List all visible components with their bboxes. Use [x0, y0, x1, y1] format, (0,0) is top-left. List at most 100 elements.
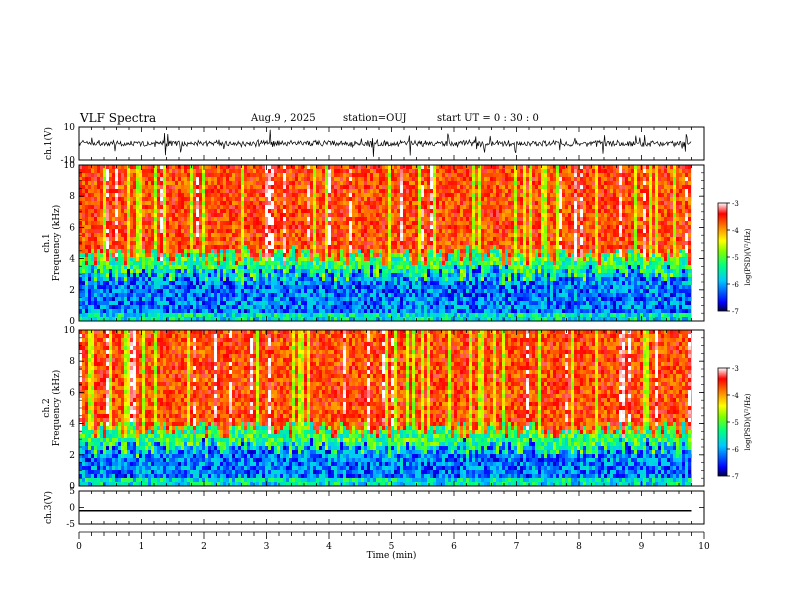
spectrogram-cell [427, 221, 430, 225]
spectrogram-cell [361, 297, 364, 301]
spectrogram-cell [220, 225, 223, 229]
spectrogram-cell [352, 201, 355, 205]
spectrogram-cell [163, 317, 166, 321]
spectrogram-cell [91, 293, 94, 297]
spectrogram-cell [82, 169, 85, 173]
spectrogram-cell [352, 209, 355, 213]
spectrogram-cell [250, 193, 253, 197]
spectrogram-cell [217, 257, 220, 261]
spectrogram-cell [331, 197, 334, 201]
spectrogram-cell [358, 293, 361, 297]
spectrogram-cell [109, 305, 112, 309]
spectrogram-cell [283, 241, 286, 245]
spectrogram-cell [91, 249, 94, 253]
spectrogram-cell [181, 253, 184, 257]
spectrogram-cell [310, 261, 313, 265]
spectrogram-cell [436, 205, 439, 209]
spectrogram-cell [85, 241, 88, 245]
spectrogram-cell [175, 197, 178, 201]
spectrogram-cell [193, 193, 196, 197]
spectrogram-cell [301, 269, 304, 273]
spectrogram-cell [175, 169, 178, 173]
spectrogram-cell [343, 185, 346, 189]
spectrogram-cell [208, 301, 211, 305]
spectrogram-cell [334, 229, 337, 233]
spectrogram-cell [280, 165, 283, 169]
spectrogram-cell [133, 285, 136, 289]
spectrogram-cell [91, 317, 94, 321]
spectrogram-cell [370, 245, 373, 249]
spectrogram-cell [241, 317, 244, 321]
spectrogram-cell [415, 309, 418, 313]
spectrogram-cell [112, 241, 115, 245]
spectrogram-cell [145, 245, 148, 249]
spectrogram-cell [148, 261, 151, 265]
spectrogram-cell [100, 177, 103, 181]
spectrogram-cell [313, 233, 316, 237]
spectrogram-cell [328, 257, 331, 261]
spectrogram-cell [205, 225, 208, 229]
spectrogram-cell [256, 253, 259, 257]
spectrogram-cell [232, 317, 235, 321]
spectrogram-cell [133, 225, 136, 229]
spectrogram-cell [382, 285, 385, 289]
spectrogram-cell [145, 309, 148, 313]
spectrogram-cell [127, 193, 130, 197]
spectrogram-cell [355, 277, 358, 281]
spectrogram-cell [196, 273, 199, 277]
spectrogram-cell [196, 265, 199, 269]
spectrogram-cell [427, 277, 430, 281]
spectrogram-cell [454, 209, 457, 213]
spectrogram-cell [352, 181, 355, 185]
spectrogram-cell [166, 221, 169, 225]
spectrogram-cell [346, 253, 349, 257]
spectrogram-cell [115, 305, 118, 309]
spectrogram-cell [109, 245, 112, 249]
spectrogram-cell [397, 189, 400, 193]
spectrogram-cell [145, 213, 148, 217]
spectrogram-cell [172, 297, 175, 301]
spectrogram-cell [199, 237, 202, 241]
spectrogram-cell [94, 185, 97, 189]
spectrogram-cell [310, 241, 313, 245]
spectrogram-cell [280, 297, 283, 301]
spectrogram-cell [166, 189, 169, 193]
spectrogram-cell [349, 317, 352, 321]
spectrogram-cell [214, 189, 217, 193]
spectrogram-cell [193, 281, 196, 285]
spectrogram-cell [406, 205, 409, 209]
spectrogram-cell [163, 257, 166, 261]
spectrogram-cell [220, 229, 223, 233]
spectrogram-cell [310, 289, 313, 293]
spectrogram-cell [190, 265, 193, 269]
spectrogram-cell [142, 213, 145, 217]
spectrogram-cell [136, 229, 139, 233]
spectrogram-cell [142, 265, 145, 269]
spectrogram-cell [283, 249, 286, 253]
spectrogram-cell [346, 313, 349, 317]
spectrogram-cell [292, 173, 295, 177]
spectrogram-cell [109, 253, 112, 257]
spectrogram-cell [175, 185, 178, 189]
spectrogram-cell [409, 173, 412, 177]
spectrogram-cell [433, 257, 436, 261]
spectrogram-cell [82, 269, 85, 273]
spectrogram-cell [373, 233, 376, 237]
spectrogram-cell [412, 237, 415, 241]
spectrogram-cell [373, 313, 376, 317]
spectrogram-cell [103, 229, 106, 233]
spectrogram-cell [346, 273, 349, 277]
spectrogram-cell [220, 273, 223, 277]
spectrogram-cell [307, 281, 310, 285]
spectrogram-cell [382, 245, 385, 249]
spectrogram-cell [337, 221, 340, 225]
spectrogram-cell [115, 177, 118, 181]
spectrogram-cell [121, 309, 124, 313]
spectrogram-cell [133, 273, 136, 277]
spectrogram-cell [415, 257, 418, 261]
spectrogram-cell [439, 273, 442, 277]
spectrogram-cell [223, 309, 226, 313]
spectrogram-cell [256, 281, 259, 285]
spectrogram-cell [451, 165, 454, 169]
spectrogram-cell [226, 205, 229, 209]
